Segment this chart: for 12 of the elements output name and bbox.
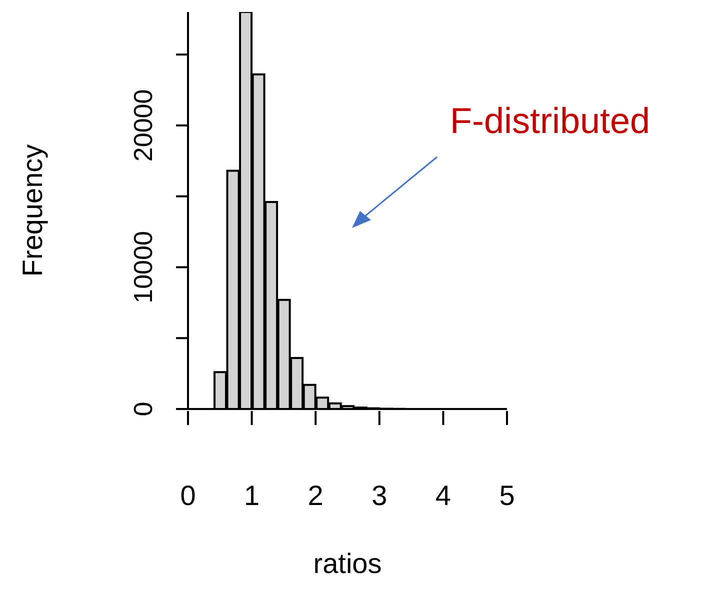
y-tick-label: 0 xyxy=(128,402,158,416)
annotation: F-distributed xyxy=(450,100,650,142)
x-tick-label: 0 xyxy=(180,480,196,511)
x-tick-label: 3 xyxy=(372,480,388,511)
x-tick-label: 5 xyxy=(499,480,515,511)
x-axis-title: ratios xyxy=(313,548,382,579)
x-tick-label: 2 xyxy=(308,480,324,511)
x-tick-label: 4 xyxy=(435,480,451,511)
y-tick-label: 10000 xyxy=(128,231,158,304)
y-tick-label: 20000 xyxy=(128,89,158,162)
x-tick-label: 1 xyxy=(244,480,260,511)
y-axis-title: Frequency xyxy=(17,144,48,277)
